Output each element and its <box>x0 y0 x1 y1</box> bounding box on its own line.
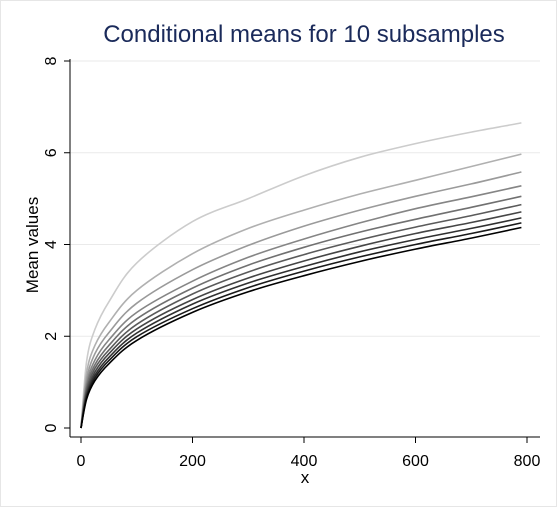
gridlines <box>70 60 540 337</box>
series-line-6 <box>80 203 522 429</box>
series-line-9 <box>80 222 522 429</box>
series-line-7 <box>80 211 522 429</box>
chart-title: Conditional means for 10 subsamples <box>103 21 505 48</box>
y-tick-label: 6 <box>43 148 60 157</box>
y-tick-label: 8 <box>43 56 60 65</box>
y-axis-label: Mean values <box>23 197 42 293</box>
series-line-3 <box>80 171 522 429</box>
series-line-8 <box>80 217 522 429</box>
series-line-5 <box>80 195 522 429</box>
x-tick-label: 0 <box>77 453 86 470</box>
y-tick-label: 2 <box>43 332 60 341</box>
x-tick-label: 800 <box>514 453 541 470</box>
x-tick-label: 400 <box>291 453 318 470</box>
x-tick-label: 600 <box>402 453 429 470</box>
x-axis-label: x <box>301 468 310 487</box>
series-line-10 <box>80 226 522 429</box>
series-group <box>80 122 522 429</box>
series-line-4 <box>80 185 522 429</box>
x-tick-label: 200 <box>179 453 206 470</box>
axes: 0 2 4 6 8 0 200 400 600 800 <box>43 56 540 470</box>
series-line-2 <box>80 153 522 429</box>
y-tick-label: 0 <box>43 423 60 432</box>
series-line-1 <box>80 122 522 429</box>
y-tick-label: 4 <box>43 240 60 249</box>
